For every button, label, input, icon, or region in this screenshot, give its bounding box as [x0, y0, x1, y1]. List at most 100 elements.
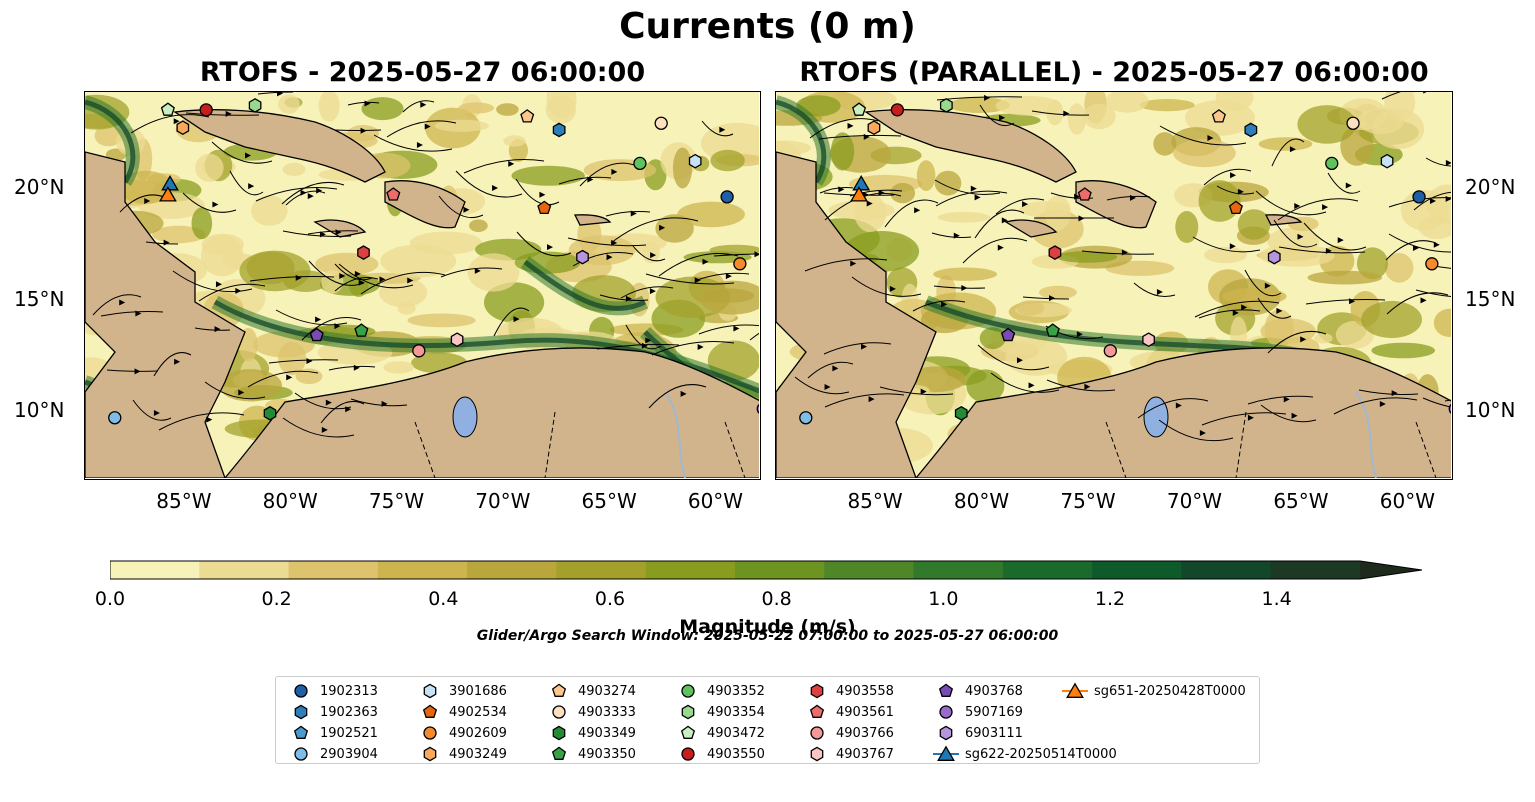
float-marker-4903249 — [176, 120, 190, 136]
flow-arrow — [1445, 159, 1451, 166]
float-markers — [799, 98, 1451, 425]
float-marker-2903904 — [108, 411, 122, 425]
flow-arrow — [878, 189, 885, 196]
central-america-land — [85, 151, 246, 478]
puerto-rico-land — [573, 214, 612, 226]
float-marker-2903904 — [799, 411, 813, 425]
colorbar — [109, 560, 1430, 580]
flow-arrow — [316, 187, 323, 194]
flow-arrow — [1084, 383, 1091, 390]
lat-tick-right-2: 10°N — [1465, 398, 1516, 423]
float-marker-sg651-20250428T0000 — [850, 186, 868, 202]
flow-arrow — [824, 383, 831, 390]
colorbar-tick-2: 0.4 — [428, 588, 459, 610]
legend-item-4903274: 4903274 — [546, 681, 636, 701]
legend-item-4903333: 4903333 — [546, 702, 636, 722]
flow-arrow — [235, 287, 242, 294]
lon-tick-1-3: 70°W — [475, 489, 531, 513]
flow-arrow — [680, 390, 687, 397]
circle-marker-icon — [552, 705, 566, 719]
circle-marker-icon — [939, 705, 953, 719]
central-america-land — [776, 151, 937, 478]
float-marker-sg622-20250514T0000 — [161, 174, 179, 191]
float-marker-4903333 — [1346, 116, 1360, 130]
map-panel-rtofs-parallel — [775, 91, 1453, 480]
colorbar-bin-8 — [824, 561, 915, 579]
legend-label: 1902363 — [320, 704, 378, 720]
float-marker-1902313 — [720, 190, 734, 204]
flow-arrow — [214, 326, 221, 333]
flow-arrow — [1412, 244, 1419, 251]
legend-label: 4903767 — [836, 746, 894, 762]
river — [1355, 391, 1377, 478]
lon-tick-1-1: 80°W — [262, 489, 318, 513]
flow-arrow — [407, 277, 414, 284]
legend-label: 4903333 — [578, 704, 636, 720]
float-marker-4903349 — [954, 405, 968, 421]
float-marker-4903352 — [633, 156, 647, 171]
legend-item-3901686: 3901686 — [417, 681, 507, 701]
circle-marker-icon — [681, 684, 695, 698]
flow-arrow — [225, 110, 232, 117]
flow-arrow — [295, 274, 302, 281]
flow-arrow — [319, 231, 326, 238]
hexagon-marker-icon — [939, 725, 953, 741]
flow-arrow — [135, 310, 142, 317]
flow-arrow — [215, 281, 222, 288]
legend-item-4903350: 4903350 — [546, 744, 636, 764]
flow-arrow — [238, 389, 245, 396]
legend-item-4902609: 4902609 — [417, 723, 507, 743]
flow-arrow — [1291, 412, 1298, 419]
pentagon-marker-icon — [551, 683, 567, 697]
lake-maracaibo — [452, 396, 478, 438]
flow-arrow — [1325, 247, 1332, 254]
legend-item-4903249: 4903249 — [417, 744, 507, 764]
flow-arrow — [725, 273, 732, 280]
flow-arrow — [1300, 336, 1307, 343]
flow-arrow — [832, 365, 839, 372]
hexagon-marker-icon — [681, 704, 695, 720]
country-border — [1105, 411, 1437, 478]
flow-arrow — [961, 285, 968, 292]
float-marker-4902534 — [1228, 200, 1243, 215]
search-window-caption: Glider/Argo Search Window: 2025-05-22 07… — [476, 628, 1059, 644]
hexagon-marker-icon — [810, 746, 824, 762]
legend-item-1902363: 1902363 — [288, 702, 378, 722]
flow-arrow — [508, 160, 515, 167]
flow-arrow — [546, 244, 553, 251]
flow-arrow — [941, 301, 948, 308]
legend-label: 3901686 — [449, 683, 507, 699]
float-marker-sg651-20250428T0000 — [158, 186, 177, 202]
flow-arrow — [1156, 288, 1163, 295]
flow-arrow — [144, 198, 151, 205]
flow-arrow — [999, 114, 1006, 121]
flow-arrow — [970, 185, 977, 192]
flow-arrow — [325, 399, 332, 406]
flow-arrow — [1430, 197, 1437, 204]
flow-arrow — [345, 406, 352, 413]
flow-arrow — [381, 400, 388, 407]
legend-item-4903349: 4903349 — [546, 723, 636, 743]
flow-arrow — [611, 168, 618, 175]
flow-arrow — [641, 342, 648, 349]
colorbar-tick-1: 0.2 — [261, 588, 292, 610]
flow-arrow — [1294, 203, 1301, 210]
flow-arrow — [286, 374, 293, 381]
float-marker-4903274 — [1211, 109, 1226, 123]
float-marker-4903561 — [1077, 187, 1092, 201]
flow-arrow — [1207, 134, 1214, 141]
float-marker-4903349 — [263, 405, 277, 421]
south-america-land — [915, 347, 1451, 478]
flow-arrow — [1076, 331, 1083, 338]
lat-tick-left-2: 10°N — [14, 398, 65, 423]
colorbar-bin-3 — [377, 561, 468, 579]
float-marker-4903550 — [890, 103, 905, 117]
legend-label: 4903354 — [707, 704, 765, 720]
float-marker-4903767 — [450, 332, 464, 348]
colorbar-bin-1 — [199, 561, 290, 579]
flow-arrow — [659, 224, 666, 231]
flow-arrow — [353, 364, 360, 371]
float-marker-4903550 — [199, 103, 213, 117]
flow-arrow — [1237, 188, 1244, 195]
flow-arrow — [206, 416, 213, 423]
